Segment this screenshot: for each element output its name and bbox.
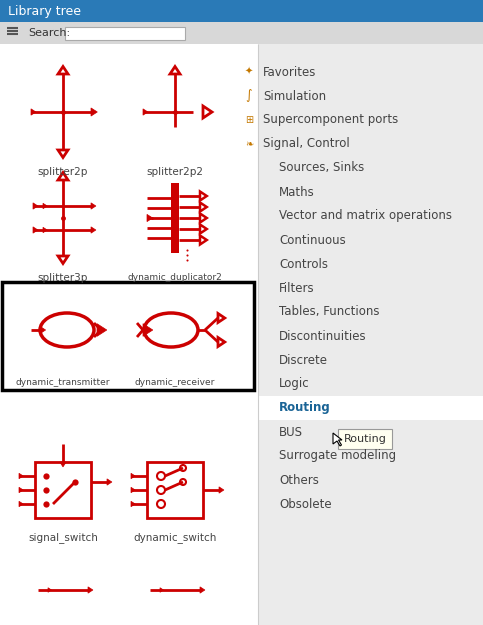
Polygon shape xyxy=(91,203,96,209)
Text: ∫: ∫ xyxy=(246,89,252,102)
FancyBboxPatch shape xyxy=(2,282,254,390)
Text: Obsolete: Obsolete xyxy=(279,498,332,511)
Polygon shape xyxy=(333,433,342,446)
Text: dynamic_receiver: dynamic_receiver xyxy=(135,378,215,387)
Polygon shape xyxy=(200,236,207,244)
Polygon shape xyxy=(107,479,112,485)
Text: dynamic_duplicator2: dynamic_duplicator2 xyxy=(128,273,222,282)
FancyBboxPatch shape xyxy=(0,22,483,44)
Polygon shape xyxy=(58,256,68,264)
Text: splitter2p2: splitter2p2 xyxy=(146,167,203,177)
Text: Filters: Filters xyxy=(279,281,314,294)
Polygon shape xyxy=(131,488,135,492)
Polygon shape xyxy=(19,473,23,479)
Polygon shape xyxy=(91,108,97,116)
Text: ⊞: ⊞ xyxy=(245,115,253,125)
Polygon shape xyxy=(31,109,36,115)
Polygon shape xyxy=(60,462,66,467)
FancyBboxPatch shape xyxy=(258,396,483,420)
Polygon shape xyxy=(200,214,207,222)
FancyBboxPatch shape xyxy=(0,0,483,22)
FancyBboxPatch shape xyxy=(0,44,258,625)
Polygon shape xyxy=(219,487,224,493)
Text: dynamic_switch: dynamic_switch xyxy=(133,532,217,543)
Polygon shape xyxy=(200,191,207,201)
Ellipse shape xyxy=(144,313,198,347)
Text: Vector and matrix operations: Vector and matrix operations xyxy=(279,209,452,222)
Text: Simulation: Simulation xyxy=(263,89,326,102)
Polygon shape xyxy=(147,214,153,222)
Text: Library tree: Library tree xyxy=(8,4,81,18)
Polygon shape xyxy=(97,324,107,336)
FancyBboxPatch shape xyxy=(338,429,392,449)
Circle shape xyxy=(180,479,186,485)
Polygon shape xyxy=(88,587,93,593)
Text: Signal, Control: Signal, Control xyxy=(263,138,350,151)
Polygon shape xyxy=(33,203,38,209)
FancyBboxPatch shape xyxy=(147,462,203,518)
FancyBboxPatch shape xyxy=(35,462,91,518)
Text: Routing: Routing xyxy=(279,401,331,414)
Text: Search:: Search: xyxy=(28,28,70,38)
Polygon shape xyxy=(19,501,23,507)
Polygon shape xyxy=(200,224,207,234)
Circle shape xyxy=(180,465,186,471)
Polygon shape xyxy=(40,326,45,334)
Text: Supercomponent ports: Supercomponent ports xyxy=(263,114,398,126)
Polygon shape xyxy=(131,473,135,479)
Text: splitter3p: splitter3p xyxy=(38,273,88,283)
Text: Tables, Functions: Tables, Functions xyxy=(279,306,380,319)
Text: Sources, Sinks: Sources, Sinks xyxy=(279,161,364,174)
Text: splitter2p: splitter2p xyxy=(38,167,88,177)
Text: Routing: Routing xyxy=(343,434,386,444)
Ellipse shape xyxy=(40,313,94,347)
FancyBboxPatch shape xyxy=(258,44,483,625)
Polygon shape xyxy=(143,109,148,115)
Text: ✦: ✦ xyxy=(245,67,253,77)
Text: Controls: Controls xyxy=(279,258,328,271)
Circle shape xyxy=(157,500,165,508)
Polygon shape xyxy=(48,588,52,592)
Polygon shape xyxy=(143,324,153,336)
Polygon shape xyxy=(58,173,68,180)
FancyBboxPatch shape xyxy=(65,27,185,40)
Polygon shape xyxy=(91,227,96,233)
Text: Surrogate modeling: Surrogate modeling xyxy=(279,449,396,462)
Text: Logic: Logic xyxy=(279,378,310,391)
Polygon shape xyxy=(203,106,212,118)
Text: Discontinuities: Discontinuities xyxy=(279,329,367,342)
Text: signal_switch: signal_switch xyxy=(28,532,98,543)
Text: Favorites: Favorites xyxy=(263,66,316,79)
Polygon shape xyxy=(200,587,205,593)
Circle shape xyxy=(157,472,165,480)
Polygon shape xyxy=(218,338,225,346)
Text: Others: Others xyxy=(279,474,319,486)
Polygon shape xyxy=(218,314,225,322)
Text: Discrete: Discrete xyxy=(279,354,328,366)
Text: ❧: ❧ xyxy=(245,139,253,149)
Polygon shape xyxy=(58,66,68,74)
Text: dynamic_transmitter: dynamic_transmitter xyxy=(16,378,110,387)
Polygon shape xyxy=(200,202,207,211)
Text: Maths: Maths xyxy=(279,186,315,199)
Polygon shape xyxy=(33,227,38,233)
Text: Continuous: Continuous xyxy=(279,234,346,246)
Polygon shape xyxy=(131,501,135,507)
Circle shape xyxy=(157,486,165,494)
Polygon shape xyxy=(43,203,47,209)
Polygon shape xyxy=(58,150,68,158)
Polygon shape xyxy=(160,588,164,592)
Polygon shape xyxy=(43,228,47,232)
Polygon shape xyxy=(170,66,180,74)
Text: BUS: BUS xyxy=(279,426,303,439)
Polygon shape xyxy=(19,488,23,492)
FancyBboxPatch shape xyxy=(171,183,179,253)
